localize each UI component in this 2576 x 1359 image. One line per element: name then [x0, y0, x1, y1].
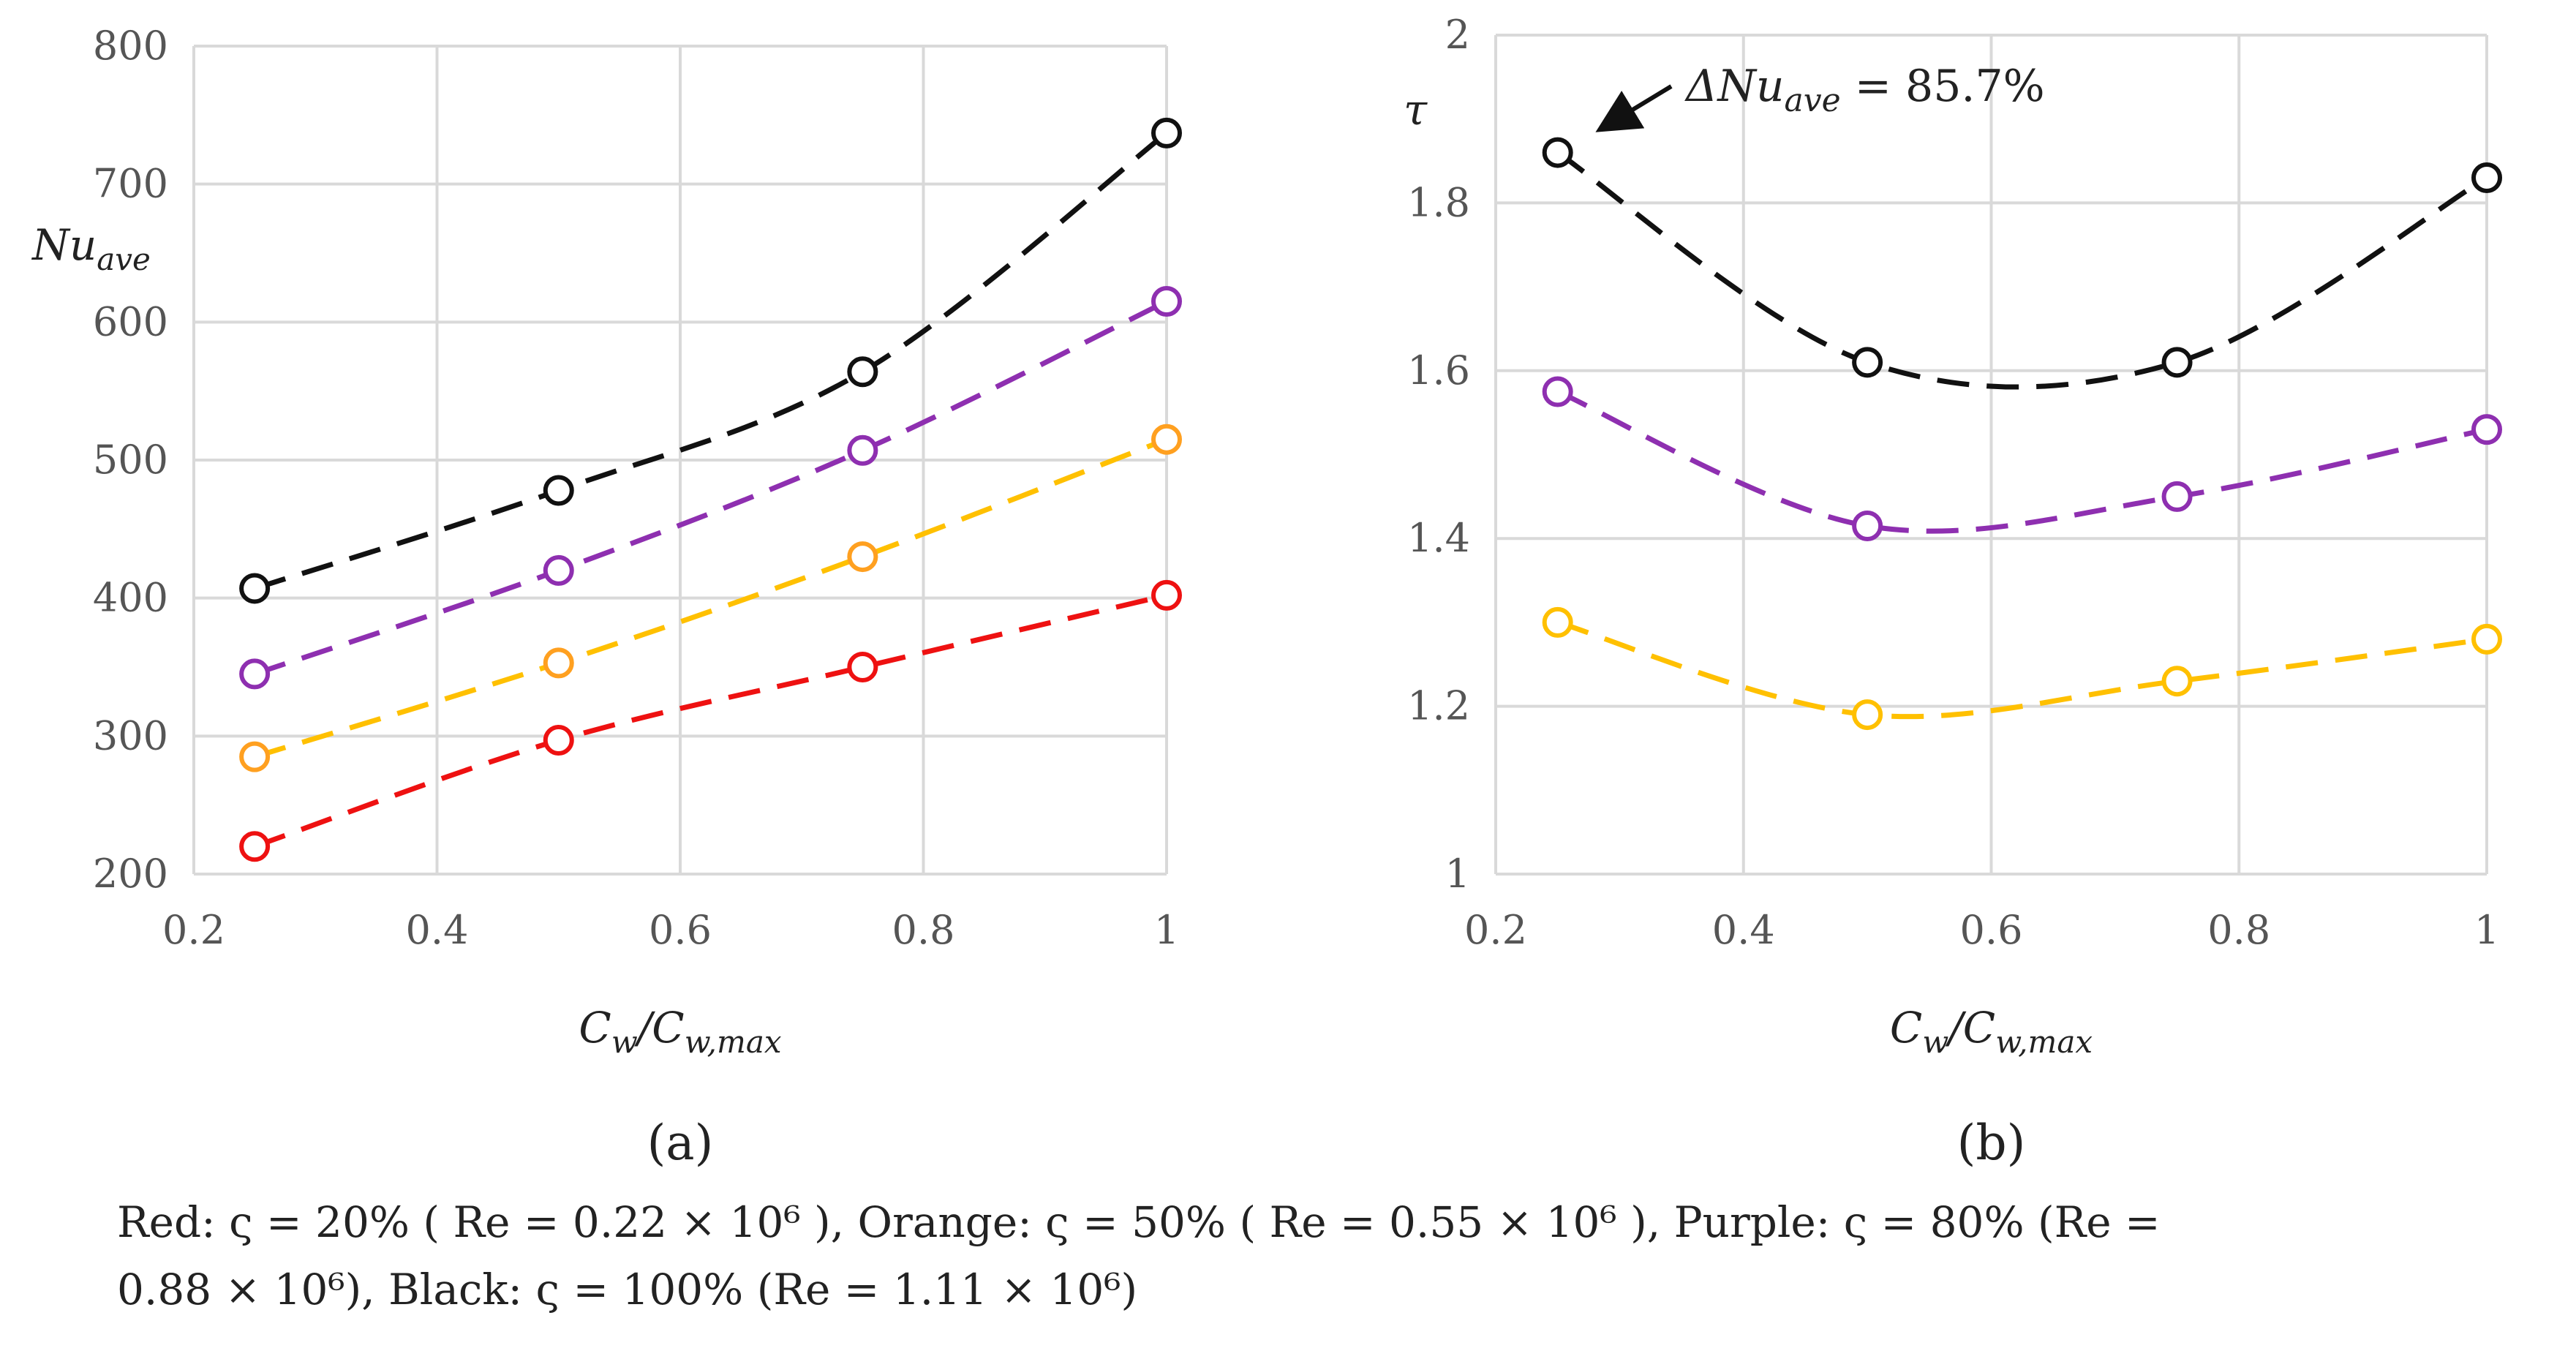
chart-a: 0.2 0.4 0.6 0.8 1 200 300 400 500 600 700 800 Nuave C… [31, 23, 1182, 1171]
x-tick-label-b: 0.2 [1464, 907, 1527, 953]
data-point-b-orange [1852, 699, 1883, 731]
y-tick-label-a: 500 [93, 437, 168, 483]
series-line-a-black [254, 131, 1169, 591]
x-tick-label-b: 0.6 [1960, 907, 2023, 953]
data-point-b-black [2471, 162, 2502, 193]
y-tick-label-b: 1.8 [1407, 179, 1470, 225]
panel-label-b: (b) [1957, 1115, 2026, 1171]
data-point-b-purple [1852, 510, 1883, 541]
y-tick-label-b: 1 [1445, 851, 1470, 897]
y-tick-label-b: 1.6 [1407, 347, 1470, 394]
x-tick-label-b: 0.4 [1712, 907, 1775, 953]
data-point-a-purple [1151, 286, 1182, 317]
data-point-a-red [847, 652, 878, 682]
data-point-b-orange [1542, 606, 1573, 638]
data-point-a-black [543, 475, 574, 506]
data-point-a-black [847, 356, 878, 388]
y-tick-label-b: 2 [1445, 12, 1470, 58]
data-point-a-orange [543, 647, 574, 679]
data-point-b-black [1542, 137, 1573, 168]
y-tick-label-a: 600 [93, 298, 168, 345]
y-axis-label-b: τ [1404, 85, 1428, 135]
y-axis-label-a: Nuave [31, 220, 151, 277]
caption-line-1: Red: ς = 20% ( Re = 0.22 × 10⁶ ), Orange… [117, 1197, 2161, 1247]
x-tick-label-a: 0.6 [649, 907, 712, 953]
x-axis-label-b: Cw/Cw,max [1890, 1003, 2093, 1060]
series-line-a-purple [253, 298, 1168, 677]
series-line-a-red [253, 592, 1167, 849]
data-point-b-black [1852, 347, 1883, 378]
chart-b: 0.2 0.4 0.6 0.8 1 1 1.2 1.4 1.6 1.8 2τ Cw/Cw,max (b)… [1404, 12, 2502, 1171]
x-tick-label-b: 0.8 [2207, 907, 2270, 953]
data-point-a-red [543, 724, 574, 756]
data-point-a-black [239, 573, 271, 604]
figure-caption: Red: ς = 20% ( Re = 0.22 × 10⁶ ), Orange… [117, 1189, 2560, 1323]
data-point-a-orange [847, 541, 878, 573]
y-tick-label-a: 800 [93, 23, 168, 69]
panel-label-a: (a) [647, 1115, 714, 1171]
y-tick-label-a: 200 [93, 851, 168, 897]
annotation-text: ΔNuave = 85.7% [1684, 61, 2045, 119]
data-point-a-purple [847, 434, 878, 466]
data-point-a-purple [239, 658, 271, 690]
grid-a [192, 45, 1168, 876]
data-point-b-orange [2471, 623, 2502, 655]
data-point-a-purple [543, 554, 574, 586]
y-tick-label-a: 300 [93, 712, 168, 758]
series-line-b-black [1556, 150, 2488, 390]
x-tick-label-a: 0.8 [892, 907, 955, 953]
y-tick-label-a: 700 [93, 161, 168, 207]
data-point-b-purple [2161, 481, 2193, 512]
x-tick-label-a: 0.4 [406, 907, 469, 953]
data-point-a-orange [1151, 423, 1182, 455]
series-line-b-orange [1556, 620, 2488, 720]
y-tick-label-b: 1.4 [1407, 515, 1470, 561]
data-point-b-purple [2471, 414, 2502, 445]
data-point-b-orange [2161, 666, 2193, 697]
data-point-a-orange [239, 741, 271, 772]
y-tick-label-a: 400 [93, 575, 168, 621]
grid-b [1494, 34, 2488, 876]
data-point-b-black [2161, 347, 2193, 378]
x-axis-label-a: Cw/Cw,max [579, 1003, 781, 1060]
annotation-arrow [1595, 84, 1673, 132]
data-point-a-black [1151, 117, 1182, 148]
x-tick-label-a: 1 [1154, 907, 1179, 953]
data-point-a-red [239, 831, 271, 862]
data-point-b-purple [1542, 376, 1573, 407]
x-tick-label-a: 0.2 [162, 907, 225, 953]
caption-line-2: 0.88 × 10⁶), Black: ς = 100% (Re = 1.11 … [117, 1265, 1138, 1314]
y-tick-label-b: 1.2 [1407, 683, 1470, 729]
series-line-b-purple [1556, 389, 2488, 534]
x-tick-label-b: 1 [2474, 907, 2499, 953]
data-point-a-red [1151, 579, 1182, 611]
